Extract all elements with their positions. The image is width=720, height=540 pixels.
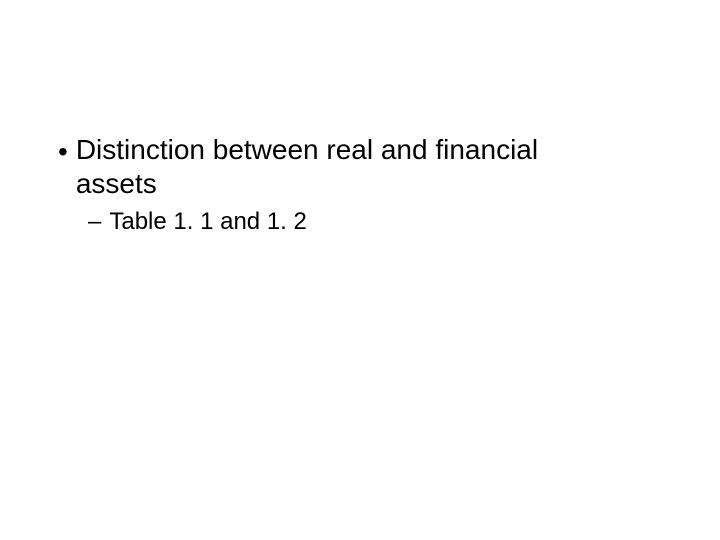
- bullet-marker-dash: –: [88, 208, 101, 236]
- bullet-level1: • Distinction between real and financial…: [58, 133, 598, 201]
- bullet-level1-text: Distinction between real and financial a…: [76, 133, 598, 201]
- bullet-level2-text: Table 1. 1 and 1. 2: [109, 208, 306, 236]
- bullet-level2: – Table 1. 1 and 1. 2: [88, 208, 588, 236]
- slide: • Distinction between real and financial…: [0, 0, 720, 540]
- bullet-marker-disc: •: [58, 135, 68, 169]
